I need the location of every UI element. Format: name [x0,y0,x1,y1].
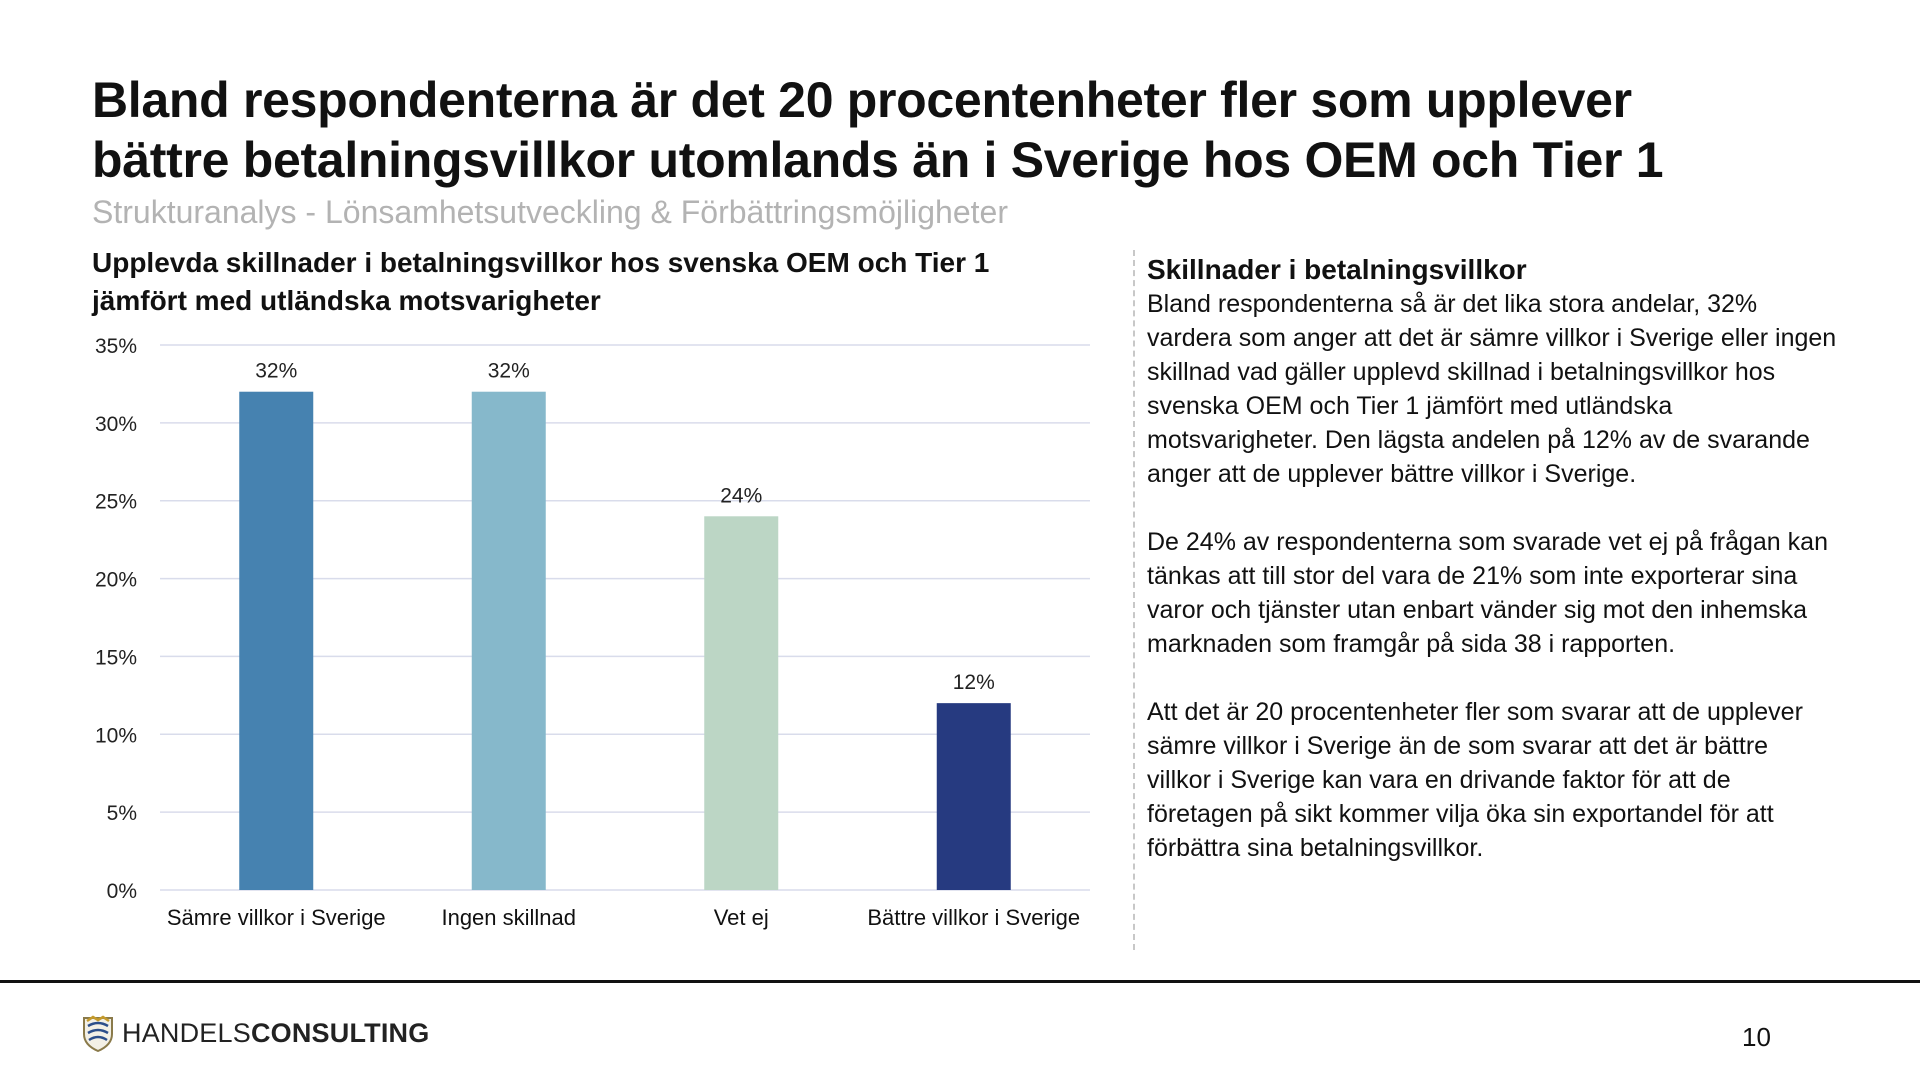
y-tick-label: 0% [107,880,137,903]
y-tick-label: 35% [95,335,137,358]
bar [239,391,314,890]
commentary-paragraph-2: De 24% av respondenterna som svarade vet… [1147,528,1828,658]
chart-title-line-2: jämfört med utländska motsvarigheter [92,285,601,316]
y-tick-label: 30% [95,413,137,436]
commentary-panel: Skillnader i betalningsvillkor Bland res… [1147,253,1837,899]
y-tick-label: 20% [95,569,137,592]
slide-title: Bland respondenterna är det 20 procenten… [92,70,1852,190]
y-tick-label: 10% [95,724,137,747]
data-label: 32% [255,360,297,383]
slide-subtitle: Strukturanalys - Lönsamhetsutveckling & … [92,194,1008,230]
footer-rule [0,980,1920,983]
x-category-label: Vet ej [714,905,769,930]
x-category-label: Sämre villkor i Sverige [167,905,386,930]
column-divider [1133,250,1135,950]
commentary-paragraph-3: Att det är 20 procentenheter fler som sv… [1147,698,1803,862]
chart-title-line-1: Upplevda skillnader i betalningsvillkor … [92,247,990,278]
logo-wordmark-bold: CONSULTING [250,1017,430,1048]
logo-wordmark-light: HANDELS [122,1017,251,1048]
page-number: 10 [1742,1022,1771,1052]
y-tick-label: 25% [95,491,137,514]
data-label: 12% [953,671,995,694]
data-label: 24% [720,484,762,507]
bar [704,516,779,890]
y-tick-label: 15% [95,646,137,669]
commentary-heading: Skillnader i betalningsvillkor [1147,254,1527,285]
slide-title-line-2: bättre betalningsvillkor utomlands än i … [92,132,1664,188]
crest-icon [83,1015,113,1052]
bar [471,391,546,890]
slide-title-line-1: Bland respondenterna är det 20 procenten… [92,72,1632,128]
y-tick-label: 5% [107,802,137,825]
data-label: 32% [488,360,530,383]
commentary-paragraph-1: Bland respondenterna så är det lika stor… [1147,290,1837,488]
bar [936,703,1011,890]
chart-title: Upplevda skillnader i betalningsvillkor … [92,244,1092,320]
x-category-label: Ingen skillnad [441,905,576,930]
handelsconsulting-logo: HANDELSCONSULTING [80,1014,429,1052]
logo-wordmark: HANDELSCONSULTING [122,1018,429,1049]
x-category-label: Bättre villkor i Sverige [867,905,1080,930]
bar-chart: 0% 5% 10% 15% 20% 25% 30% 35% 32% Sämre villkor i… [95,335,1090,930]
